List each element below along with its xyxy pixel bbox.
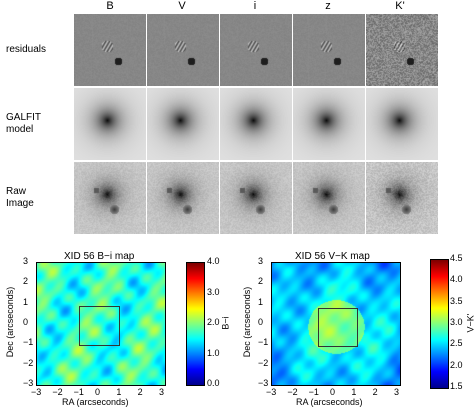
y-tick-label: −1 [258,337,269,348]
band-label-z: z [325,0,331,12]
x-axis-label-v-k: RA (arcseconds) [296,397,363,407]
y-tick-label: 0 [258,317,264,327]
x-tick-label: 0 [330,387,336,397]
x-tick-label: −2 [52,387,63,397]
color-map-b-i [36,262,166,386]
y-tick-label: 3 [258,256,264,266]
colorbar-tick-label: 4.0 [207,256,220,266]
map-title-b-i: XID 56 B−i map [64,251,135,262]
y-tick-label: 1 [258,296,264,307]
y-tick-label: 2 [23,276,29,287]
y-tick-label: −3 [258,378,269,388]
x-tick-label: −3 [31,387,42,397]
x-tick-label: 2 [372,387,378,397]
row-label-raw-image: Raw Image [6,186,34,209]
y-axis-label-v-k: Dec (arcseconds) [242,286,252,358]
band-label-v: V [178,0,186,12]
colorbar-tick-label: 3.5 [450,295,463,306]
y-axis-label-b-i: Dec (arcseconds) [5,286,15,358]
raw-tile [74,162,146,234]
raw-tile [147,162,219,234]
x-tick-label: −1 [73,387,84,397]
y-tick-label: −2 [258,357,269,368]
y-tick-label: 3 [23,256,29,266]
x-tick-label: 2 [137,387,143,397]
residual-tile [366,14,438,86]
x-tick-label: 3 [394,387,400,397]
colorbar-tick-label: 1.5 [450,381,463,391]
row-label-galfit-model: GALFIT model [6,112,42,135]
x-tick-label: 1 [116,387,122,397]
row-label-residuals: residuals [6,44,47,55]
model-tile [220,88,292,160]
galaxy-image-grid [74,14,438,234]
band-label-k: K' [395,0,405,12]
colorbar-tick-label: 2.5 [450,338,463,349]
region-box [79,306,120,346]
colorbar-tick-label: 0.0 [207,378,220,388]
colorbar-tick-label: 2.0 [450,359,463,370]
colorbar-tick-label: 1.0 [207,347,220,358]
region-box [318,308,358,347]
x-tick-label: 1 [351,387,357,397]
y-tick-label: −2 [23,357,34,368]
x-tick-label: 3 [159,387,165,397]
residual-tile [293,14,365,86]
colorbar-tick-label: 3.0 [207,286,220,297]
residual-tile [220,14,292,86]
x-tick-label: 0 [95,387,101,397]
y-tick-label: 2 [258,276,264,287]
colorbar-label-b-i: B−i [220,316,231,330]
colorbar-tick-label: 3.0 [450,317,463,327]
model-tile [147,88,219,160]
x-axis-label-b-i: RA (arcseconds) [62,397,129,407]
color-map-v-k [271,262,401,386]
model-tile [74,88,146,160]
raw-tile [220,162,292,234]
x-tick-label: −2 [287,387,298,397]
model-tile [366,88,438,160]
raw-tile [366,162,438,234]
x-tick-label: −3 [266,387,277,397]
colorbar-tick-label: 4.5 [450,253,463,263]
raw-tile [293,162,365,234]
colorbar-v-k [430,259,449,389]
colorbar-tick-label: 4.0 [450,274,463,285]
band-label-b: B [106,0,114,12]
colorbar-label-v-k: V−K' [465,313,474,333]
y-tick-label: −3 [23,378,34,388]
band-label-i: i [253,0,257,12]
residual-tile [147,14,219,86]
y-tick-label: −1 [23,337,34,348]
map-title-v-k: XID 56 V−K map [295,251,370,262]
x-tick-label: −1 [308,387,319,397]
colorbar-b-i [186,262,205,386]
residual-tile [74,14,146,86]
model-tile [293,88,365,160]
y-tick-label: 0 [23,317,29,327]
colorbar-tick-label: 2.0 [207,317,220,327]
y-tick-label: 1 [23,296,29,307]
